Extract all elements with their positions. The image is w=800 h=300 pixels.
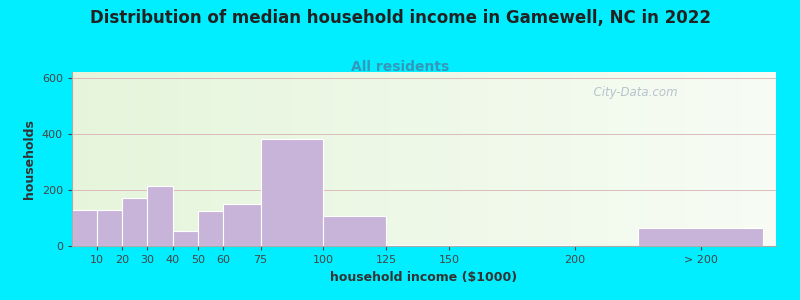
Text: All residents: All residents: [351, 60, 449, 74]
Bar: [97, 209, 122, 246]
Y-axis label: households: households: [23, 119, 36, 199]
Bar: [173, 231, 198, 246]
Bar: [323, 216, 386, 246]
Bar: [122, 198, 147, 246]
Bar: [449, 244, 575, 246]
Bar: [198, 211, 223, 246]
Text: City-Data.com: City-Data.com: [586, 86, 678, 99]
Bar: [223, 205, 261, 246]
X-axis label: household income ($1000): household income ($1000): [330, 271, 518, 284]
Bar: [147, 186, 173, 246]
Bar: [638, 228, 763, 246]
Text: Distribution of median household income in Gamewell, NC in 2022: Distribution of median household income …: [90, 9, 710, 27]
Bar: [386, 244, 449, 246]
Bar: [72, 209, 97, 246]
Bar: [261, 140, 323, 246]
